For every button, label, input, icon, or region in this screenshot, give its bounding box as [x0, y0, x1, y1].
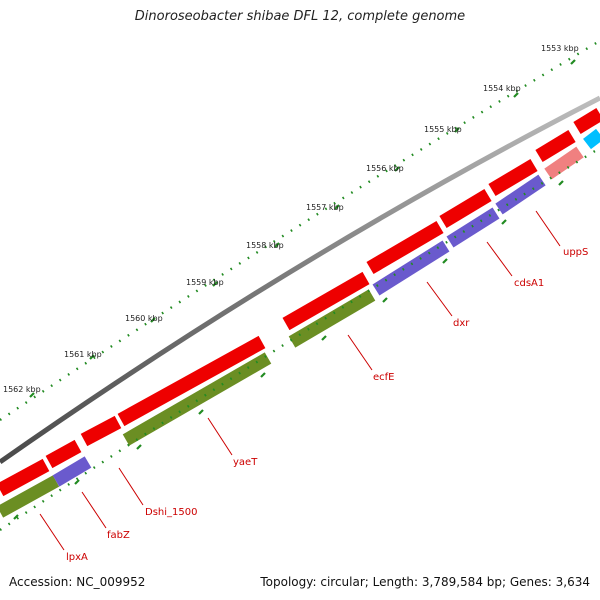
ruler-label: 1562 kbp	[3, 385, 41, 394]
ruler-label: 1557 kbp	[306, 203, 344, 212]
feature-block	[0, 475, 60, 518]
ruler-tick	[334, 204, 340, 210]
ruler-tick	[212, 281, 218, 287]
gene-block	[80, 415, 122, 447]
gene-block	[117, 335, 266, 427]
feature-block	[52, 456, 92, 487]
leader-line-lpxA	[39, 513, 65, 551]
gene-block	[488, 158, 538, 197]
inner-tick	[442, 258, 448, 264]
gene-block	[573, 108, 600, 134]
ruler-tick	[150, 317, 156, 323]
ruler-tick	[454, 127, 460, 133]
ruler-tick	[274, 242, 280, 248]
ruler-tick	[394, 166, 400, 172]
gene-block	[366, 220, 444, 275]
map-title: Dinoroseobacter shibae DFL 12, complete …	[134, 9, 466, 24]
ruler-label: 1559 kbp	[186, 278, 224, 287]
genome-backbone	[0, 95, 600, 465]
leader-line-yaeT	[207, 417, 233, 456]
inner-tick	[501, 219, 507, 225]
gene-label-fabZ: fabZ	[107, 530, 130, 541]
gene-block	[439, 188, 492, 229]
inner-ruler-dotted-arc	[0, 146, 600, 531]
inner-tick	[198, 409, 204, 415]
inner-tick	[382, 297, 388, 303]
gene-label-uppS: uppS	[563, 247, 588, 258]
ruler-tick	[89, 354, 95, 360]
genome-summary-text: Topology: circular; Length: 3,789,584 bp…	[260, 575, 590, 589]
ruler-label: 1558 kbp	[246, 241, 284, 250]
feature-block	[372, 240, 450, 296]
ruler-label: 1554 kbp	[483, 84, 521, 93]
gene-block	[535, 130, 576, 162]
ruler-label: 1555 kbp	[424, 125, 462, 134]
ruler-tick	[513, 92, 519, 98]
gene-leader-lines	[39, 210, 561, 551]
feature-block	[583, 128, 600, 150]
forward-gene-track	[0, 108, 600, 497]
gene-label-Dshi_1500: Dshi_1500	[145, 507, 197, 518]
ruler-tick	[29, 392, 35, 398]
feature-block	[288, 289, 376, 348]
leader-line-uppS	[535, 210, 561, 247]
feature-block	[122, 352, 272, 446]
feature-block	[544, 146, 584, 180]
ruler-label: 1556 kbp	[366, 164, 404, 173]
gene-block	[0, 458, 50, 497]
ruler-label: 1561 kbp	[64, 350, 102, 359]
accession-text: Accession: NC_009952	[9, 575, 146, 589]
inner-tick	[558, 180, 564, 186]
gene-label-cdsA1: cdsA1	[514, 278, 544, 289]
gene-label-dxr: dxr	[453, 318, 470, 329]
ruler-label: 1553 kbp	[541, 44, 579, 53]
inner-tick	[321, 335, 327, 341]
ruler-dotted-arc	[0, 40, 599, 421]
leader-line-Dshi_1500	[118, 467, 144, 506]
ruler-tick	[570, 59, 576, 65]
leader-line-fabZ	[81, 491, 107, 529]
gene-label-yaeT: yaeT	[233, 457, 258, 468]
gene-label-lpxA: lpxA	[66, 552, 88, 563]
leader-line-cdsA1	[486, 241, 513, 277]
ruler-label: 1560 kbp	[125, 314, 163, 323]
inner-tick	[136, 444, 142, 450]
feature-track	[0, 128, 600, 518]
gene-label-ecfE: ecfE	[373, 372, 395, 383]
inner-tick	[74, 479, 80, 485]
gene-block	[282, 271, 370, 331]
inner-ruler-ticks	[13, 180, 564, 520]
leader-line-ecfE	[347, 334, 373, 371]
leader-line-dxr	[426, 281, 453, 317]
ruler-ticks	[29, 59, 576, 398]
inner-tick	[13, 514, 19, 520]
feature-block	[446, 207, 500, 248]
gene-block	[45, 439, 82, 469]
inner-tick	[260, 372, 266, 378]
